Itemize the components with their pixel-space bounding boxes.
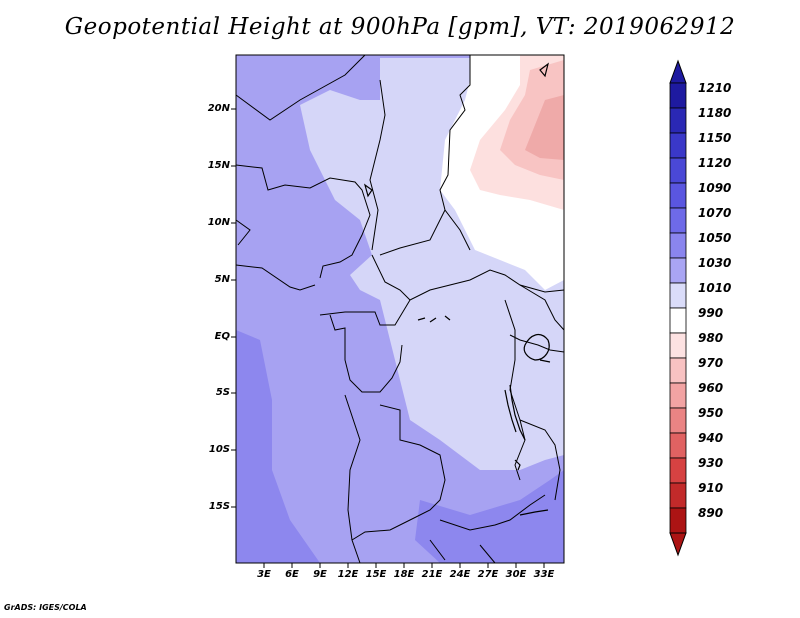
height-field [236,55,564,563]
lon-label-33e: 33E [533,569,555,580]
lat-label-15s: 15S [208,501,230,512]
colorbar-label: 930 [698,456,724,470]
colorbar-label: 1090 [698,181,732,195]
darker-blue-southeast [415,470,564,563]
lon-label-15e: 15E [365,569,387,580]
colorbar-swatch [669,382,687,409]
colorbar-label: 1030 [698,256,732,270]
colorbar-bottom-arrow [669,532,687,557]
colorbar-label: 950 [698,406,724,420]
colorbar-swatch [669,407,687,434]
lon-label-24e: 24E [449,569,471,580]
colorbar-swatch [669,432,687,459]
colorbar-swatch [669,132,687,159]
colorbar-swatch [669,257,687,284]
colorbar-swatch [669,507,687,534]
colorbar-label: 970 [698,356,724,370]
lon-label-21e: 21E [421,569,443,580]
colorbar-swatch [669,332,687,359]
colorbar-label: 1050 [698,231,732,245]
colorbar-swatch [669,282,687,309]
lat-label-15n: 15N [207,160,230,171]
lat-label-eq: EQ [214,331,230,342]
colorbar-swatch [669,457,687,484]
chart-title: Geopotential Height at 900hPa [gpm], VT:… [64,14,736,40]
colorbar-swatch [669,182,687,209]
lon-label-18e: 18E [393,569,415,580]
colorbar-label: 910 [698,481,724,495]
lat-label-5s: 5S [215,387,230,398]
pink-region-dark [525,95,564,160]
lon-label-3e: 3E [257,569,271,580]
lon-label-9e: 9E [313,569,327,580]
lon-label-12e: 12E [337,569,359,580]
lon-label-6e: 6E [285,569,299,580]
colorbar-label: 990 [698,306,724,320]
light-blue-east [515,290,564,440]
colorbar-label: 1120 [698,156,732,170]
colorbar-label: 1070 [698,206,732,220]
lat-label-10s: 10S [208,444,230,455]
colorbar-label: 1010 [698,281,732,295]
colorbar-label: 1210 [698,81,732,95]
colorbar [669,59,687,557]
axis-ticks [231,108,545,568]
darker-blue-south [236,330,320,563]
colorbar-swatch [669,207,687,234]
colorbar-label: 1150 [698,131,732,145]
colorbar-swatch [669,82,687,109]
grads-credit: GrADS: IGES/COLA [4,603,87,612]
colorbar-swatch [669,307,687,334]
lat-label-5n: 5N [214,274,230,285]
colorbar-top-arrow [669,59,687,84]
colorbar-swatch [669,157,687,184]
colorbar-swatch [669,357,687,384]
plot-frame [235,54,565,564]
lon-label-27e: 27E [477,569,499,580]
lon-label-30e: 30E [505,569,527,580]
colorbar-label: 1180 [698,106,732,120]
lat-label-10n: 10N [207,217,230,228]
colorbar-swatch [669,232,687,259]
lakes [363,62,551,516]
colorbar-label: 960 [698,381,724,395]
light-blue-north [375,58,470,210]
deep-blue-region-west [236,55,564,563]
colorbar-label: 940 [698,431,724,445]
colorbar-label: 890 [698,506,724,520]
colorbar-swatch [669,107,687,134]
colorbar-swatch [669,482,687,509]
colorbar-label: 980 [698,331,724,345]
lat-label-20n: 20N [207,103,230,114]
